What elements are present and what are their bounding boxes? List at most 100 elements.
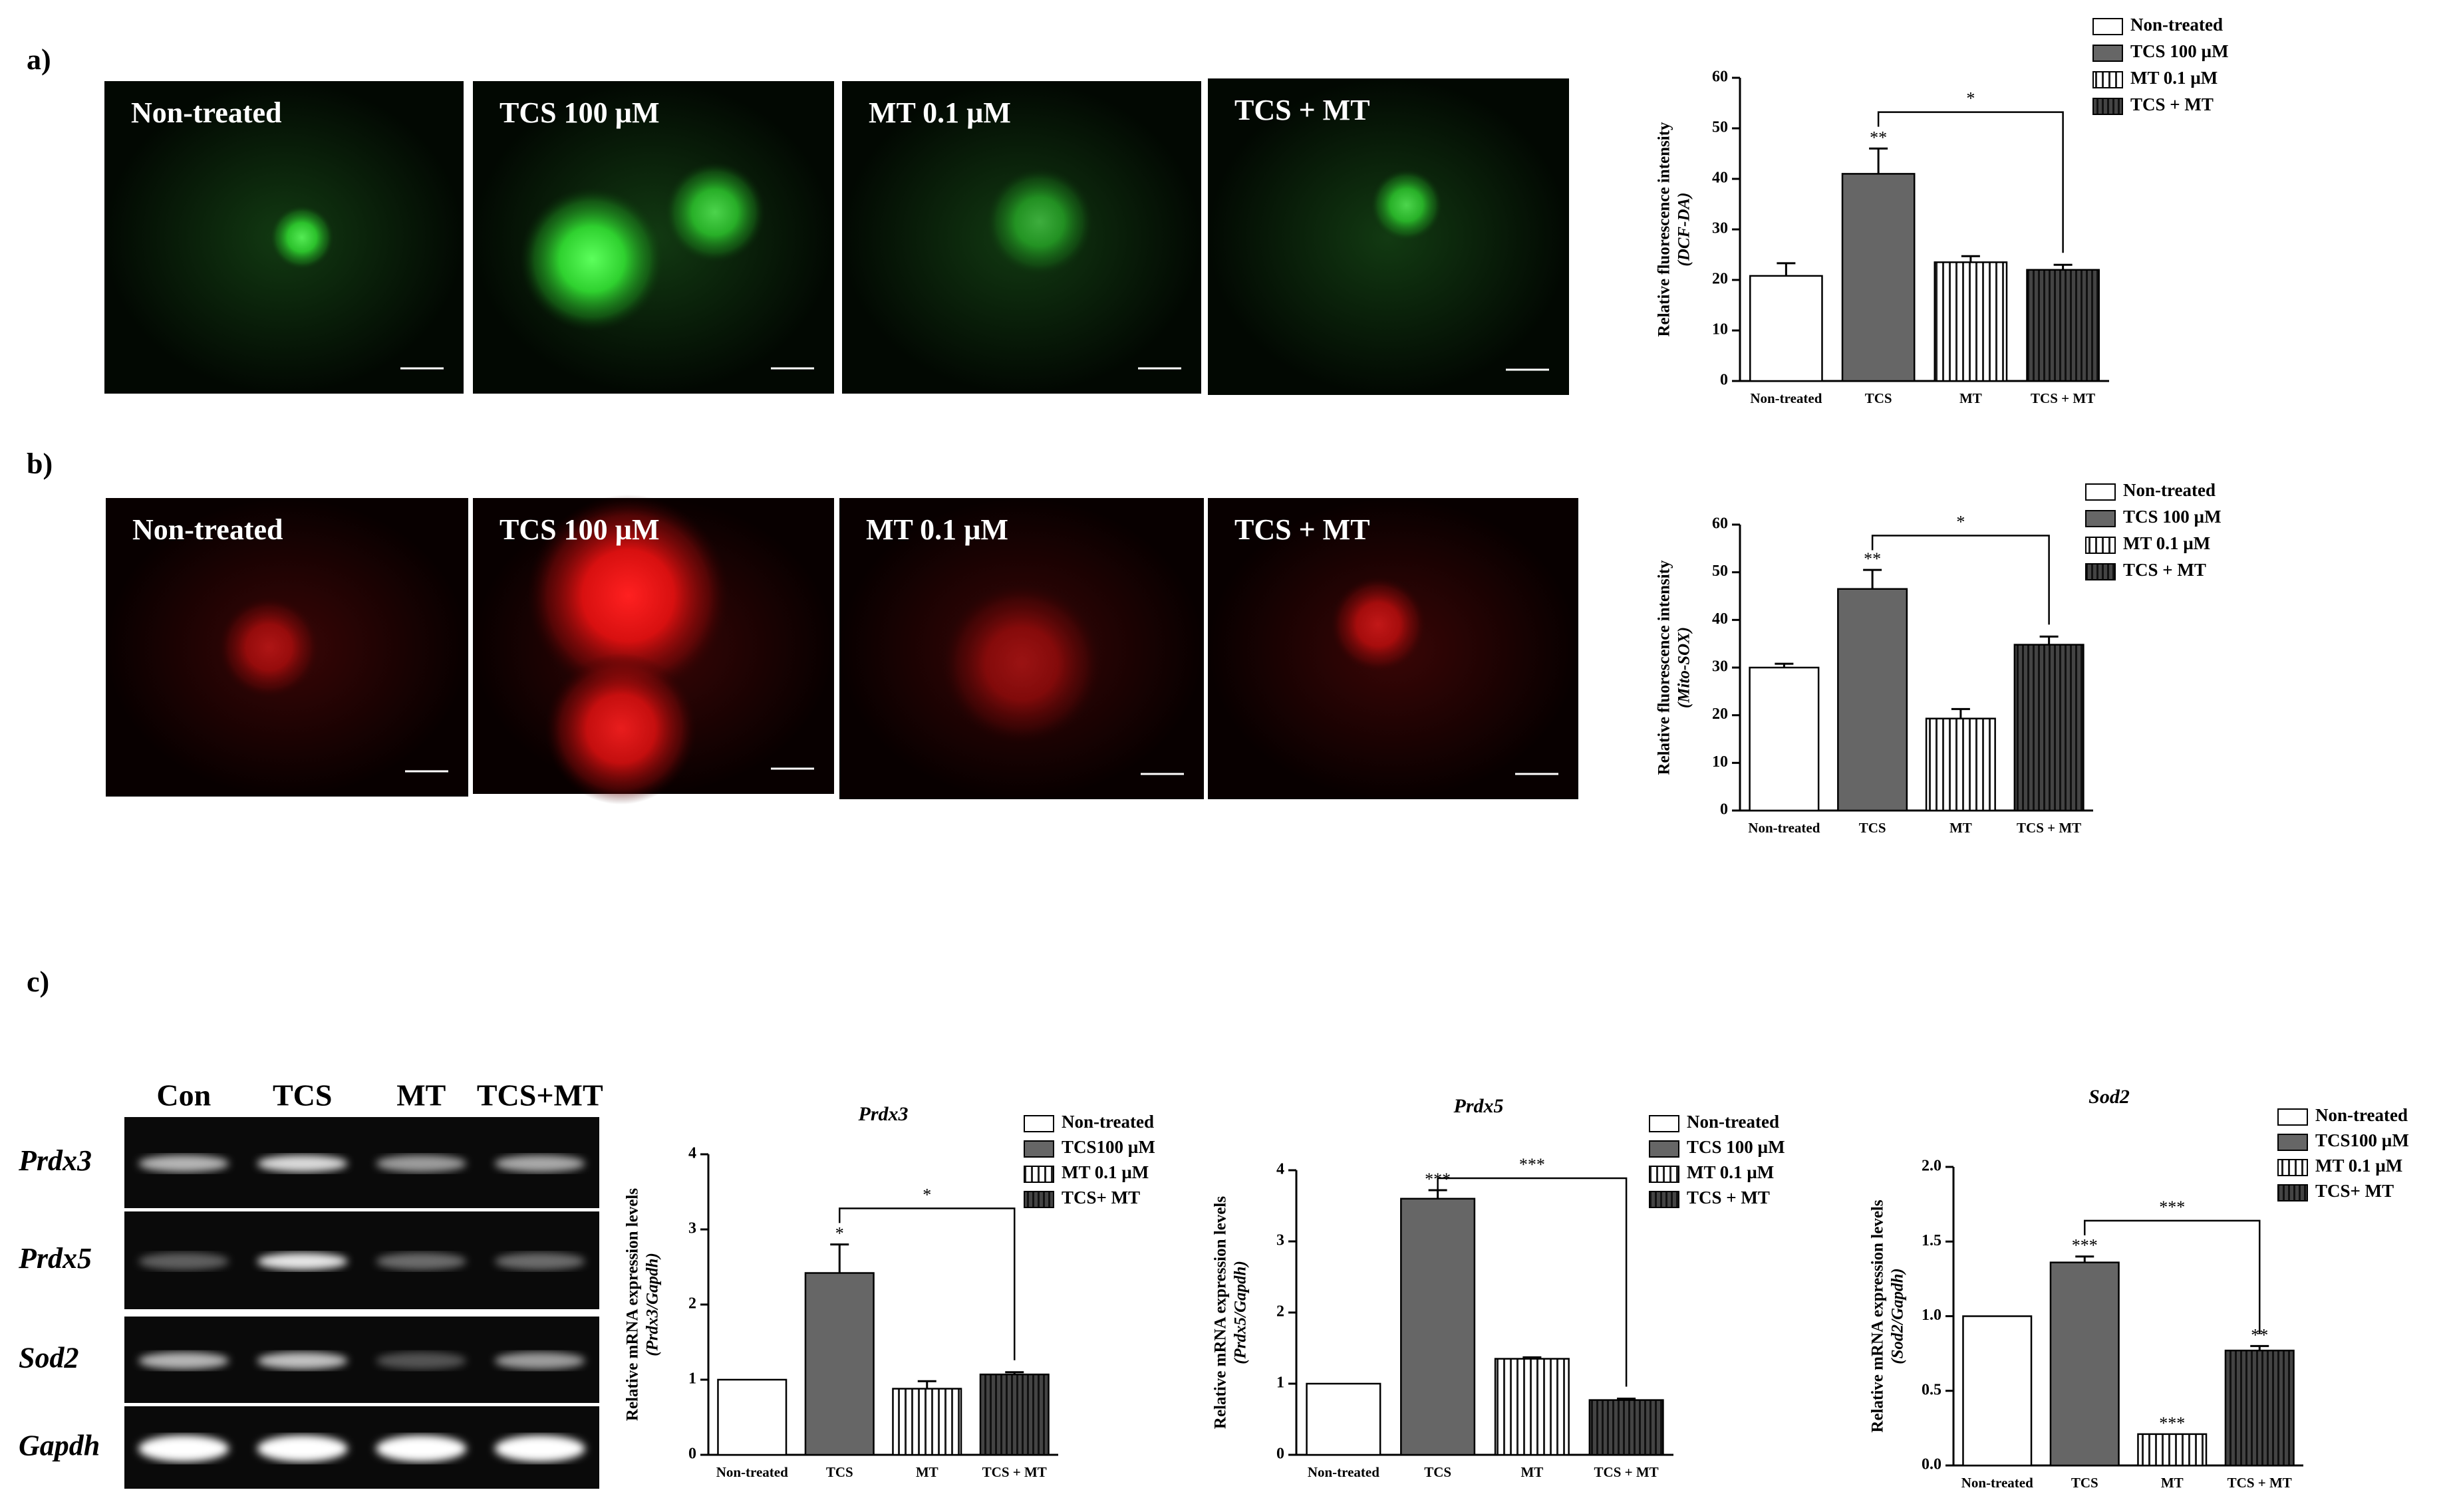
gel-band [257,1253,348,1270]
bar [892,1388,962,1456]
legend-swatch [1024,1191,1054,1208]
y-tick-label: 0 [1276,1446,1284,1463]
bar [2013,644,2084,812]
y-axis-label: Relative mRNA expression levels [1212,1196,1230,1429]
bar [2049,1261,2120,1467]
error-bar [1005,1371,1024,1375]
x-tick-label: MT [1520,1464,1543,1480]
y-axis-label: (DCF-DA) [1675,192,1693,266]
bar [1588,1399,1664,1456]
x-tick-label: TCS + MT [1594,1464,1659,1480]
image-label: MT 0.1 µM [866,513,1008,546]
cell [1370,169,1443,241]
y-tick-label: 0 [1720,372,1728,389]
bar [979,1373,1050,1456]
error-bar [2075,1255,2094,1263]
bar [1306,1382,1381,1456]
error-bar [1869,147,1888,174]
bar [1837,588,1908,812]
bar [717,1378,788,1456]
y-tick-label: 40 [1712,170,1728,187]
panel-label: a) [27,43,51,76]
cell [527,494,730,697]
y-axis-label: (Sod2/Gapdh) [1889,1268,1907,1364]
chart-title: Prdx3 [858,1103,909,1125]
legend-swatch [1649,1166,1679,1183]
y-tick-label: 2 [688,1295,696,1313]
image-label: TCS 100 µM [500,96,659,129]
cell [545,653,697,805]
legend-label: MT 0.1 µM [2123,533,2210,553]
legend-swatch [2085,563,2116,580]
legend-label: Non-treated [2123,480,2216,500]
y-tick-label: 40 [1712,610,1728,628]
legend-swatch [2085,510,2116,527]
error-bar [2053,263,2073,270]
bar [1962,1315,2033,1467]
y-tick-label: 60 [1712,515,1728,533]
significance: ** [1870,128,1887,147]
x-tick-label: TCS + MT [2227,1475,2292,1491]
y-tick-label: 10 [1712,321,1728,338]
x-tick-label: MT [1949,820,1972,836]
error-bar [1961,255,1980,263]
y-tick-label: 50 [1712,563,1728,580]
legend-label: MT 0.1 µM [2130,68,2218,88]
lane-label: Con [156,1078,211,1112]
gel-band [138,1155,229,1172]
y-axis-label: Relative fluorescence intensity [1655,560,1673,775]
legend-swatch [1649,1115,1679,1132]
image-label: TCS + MT [1234,94,1370,126]
gel-band [494,1435,585,1462]
image-label: MT 0.1 µM [869,96,1011,129]
legend-swatch [2277,1159,2308,1176]
x-tick-label: TCS [1424,1464,1451,1480]
legend-swatch [2092,98,2123,115]
x-tick-label: TCS [2071,1475,2098,1491]
lane-label: MT [396,1078,446,1112]
legend-label: TCS 100 µM [2130,41,2229,61]
significance: *** [2159,1414,2185,1433]
y-tick-label: 50 [1712,119,1728,136]
bar [804,1272,875,1456]
cell [269,205,335,270]
y-axis-label: (Prdx5/Gapdh) [1232,1261,1250,1364]
image-label: Non-treated [131,96,281,129]
image-label: TCS 100 µM [500,513,659,546]
gene-label: Sod2 [19,1342,78,1374]
bracket-label: * [923,1185,931,1204]
cell [1330,576,1427,673]
cell [217,596,320,698]
x-tick-label: TCS + MT [2017,820,2081,836]
panel-label: c) [27,965,49,998]
legend-swatch [2277,1184,2308,1201]
bar [2026,269,2100,382]
y-tick-label: 4 [1276,1161,1284,1178]
x-tick-label: Non-treated [1750,390,1822,406]
lane-label: TCS [273,1078,332,1112]
x-tick-label: MT [1959,390,1982,406]
x-tick-label: MT [2161,1475,2184,1491]
gel-band [376,1155,467,1172]
legend-swatch [1024,1115,1054,1132]
bar [1841,173,1916,382]
legend-label: TCS 100 µM [2123,507,2222,527]
x-tick-label: Non-treated [1308,1464,1379,1480]
y-tick-label: 4 [688,1145,696,1162]
y-tick-label: 0.5 [1922,1381,1941,1398]
y-tick-label: 10 [1712,753,1728,771]
gene-label: Prdx5 [18,1242,92,1275]
gel-band [376,1352,467,1370]
gel-band [376,1435,467,1462]
legend-label: TCS+ MT [2315,1181,2394,1201]
lane-label: TCS+MT [477,1078,603,1112]
y-tick-label: 3 [688,1220,696,1237]
y-tick-label: 1.0 [1922,1307,1941,1324]
x-tick-label: TCS + MT [982,1464,1047,1480]
significance: ** [1864,549,1881,568]
cell [941,583,1102,744]
comparison-bracket [839,1207,1016,1360]
gene-label: Prdx3 [18,1144,92,1177]
image-label: TCS + MT [1234,513,1370,546]
legend-label: TCS + MT [2130,94,2214,114]
